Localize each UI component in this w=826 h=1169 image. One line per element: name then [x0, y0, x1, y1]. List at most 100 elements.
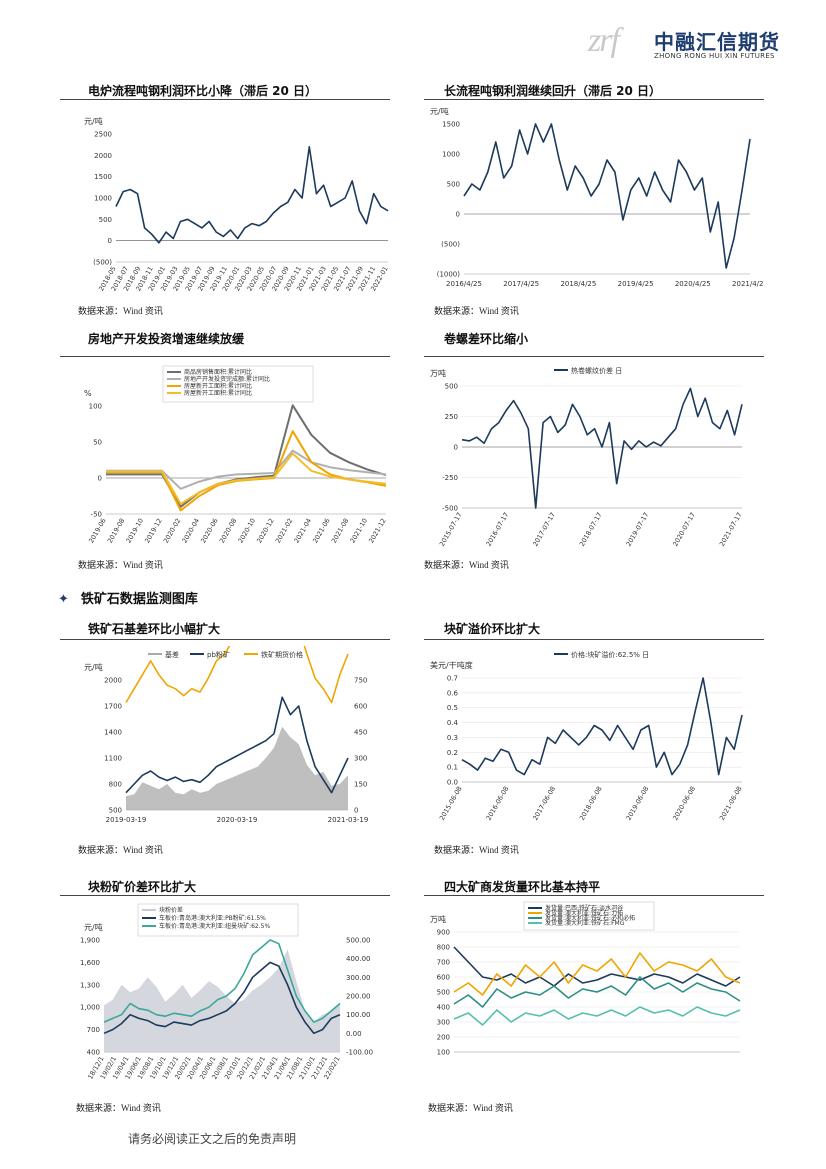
divider — [60, 356, 390, 357]
y-tick-label: 1000 — [94, 195, 112, 203]
y-right-tick-label: 300.00 — [346, 974, 371, 982]
x-tick-label: 2020-06 — [199, 517, 220, 545]
x-tick-label: 2017/4/25 — [503, 280, 539, 288]
y-tick-label: 1000 — [442, 151, 460, 159]
y-axis-unit: 美元/干吨度 — [430, 660, 473, 670]
x-tick-label: 2015-07-17 — [438, 511, 464, 548]
x-tick-label: 2021-08 — [330, 517, 351, 545]
x-tick-label: 2021-12 — [367, 517, 388, 545]
chart-miner-shipments: 万吨 900 800 700 600 500 400 300 200 100 发货量:巴西:铁矿石:… — [430, 901, 741, 1057]
chart-title-real-estate: 房地产开发投资增速继续放缓 — [88, 332, 245, 346]
y-tick-label: 0 — [454, 444, 458, 452]
y-axis-unit: 元/吨 — [84, 116, 103, 126]
y-tick-label: 500 — [445, 383, 458, 391]
y-tick-label: 0.1 — [447, 764, 458, 772]
x-tick-label: 2019-12 — [143, 517, 164, 545]
x-tick-label: 2020/4/25 — [675, 280, 711, 288]
x-tick-label: 2019-10 — [125, 517, 146, 545]
y-tick-label: 0 — [98, 475, 102, 483]
y-tick-label: 800 — [437, 944, 450, 952]
series-line — [453, 976, 741, 1008]
chart-title-iron-basis: 铁矿石基差环比小幅扩大 — [88, 622, 221, 636]
y-tick-label: 700 — [87, 1026, 100, 1034]
series-line — [463, 123, 751, 269]
y-tick-label: 1,900 — [80, 937, 100, 945]
y-axis-unit: 元/吨 — [84, 922, 103, 932]
y-tick-label: 500 — [437, 989, 450, 997]
y-tick-label: 700 — [437, 959, 450, 967]
y-tick-label: 300 — [437, 1019, 450, 1027]
series-line — [453, 946, 741, 987]
series-line — [125, 646, 349, 704]
y-tick-label: 1400 — [104, 729, 122, 737]
x-tick-label: 2019/4/25 — [618, 280, 654, 288]
y-tick-label: 0.3 — [447, 734, 458, 742]
x-tick-label: 2019-06-08 — [625, 785, 651, 822]
y-tick-label: 400 — [87, 1049, 100, 1057]
series-line — [103, 961, 341, 1035]
y-tick-label: 0.4 — [447, 719, 459, 727]
divider — [424, 356, 764, 357]
x-tick-label: 2016-06-08 — [485, 785, 511, 822]
y-axis-unit: 元/吨 — [84, 662, 103, 672]
legend-label: 商品房销售面积:累计同比 — [184, 368, 252, 376]
chart-title-eaf-profit: 电炉流程吨钢利润环比小降（滞后 20 日） — [88, 84, 318, 98]
x-tick-label: 2019-07-17 — [625, 511, 651, 548]
series-line — [106, 452, 387, 505]
divider — [60, 99, 390, 100]
y-axis-unit: 元/吨 — [430, 108, 449, 116]
series-line — [106, 404, 387, 508]
legend-label: 房屋新开工面积:累计同比 — [184, 389, 252, 397]
company-logo: zrf 中融汇信期货 ZHONG RONG HUI XIN FUTURES — [588, 22, 788, 64]
y-tick-label: 1,300 — [80, 981, 100, 989]
y-tick-label: 100 — [437, 1049, 450, 1057]
chart-source: 数据来源：Wind 资讯 — [78, 306, 163, 316]
series-line — [453, 952, 741, 996]
y-tick-label: 2000 — [104, 677, 122, 685]
divider — [424, 895, 764, 896]
y-tick-label: 0 — [108, 237, 112, 245]
y-axis-unit: 万吨 — [430, 914, 446, 924]
series-line — [115, 146, 389, 244]
footer-disclaimer: 请务必阅读正文之后的免责声明 — [128, 1132, 297, 1146]
series-line — [103, 939, 341, 1023]
x-tick-label: 2021-07-17 — [718, 511, 744, 548]
y-tick-label: 0.6 — [447, 689, 459, 697]
y-tick-label: 1500 — [94, 173, 112, 181]
x-tick-label: 2016/4/25 — [446, 280, 482, 288]
divider — [60, 895, 390, 896]
legend-label: 发货量:巴西:铁矿石:淡水河谷 — [545, 904, 623, 912]
y-tick-label: 0.5 — [447, 704, 458, 712]
legend-box — [162, 365, 314, 403]
y-tick-label: 400 — [437, 1004, 450, 1012]
y-axis-unit: % — [84, 389, 92, 398]
y-right-tick-label: 300 — [354, 755, 367, 763]
y-tick-label: 1,600 — [80, 959, 100, 967]
y-right-tick-label: 200.00 — [346, 993, 371, 1001]
chart-title-lump-premium: 块矿溢价环比扩大 — [444, 622, 541, 636]
legend-label: 发货量:澳大利亚:铁矿石:必和必拓 — [545, 914, 635, 922]
x-tick-label: 2020-06-08 — [671, 785, 697, 822]
chart-source: 数据来源：Wind 资讯 — [434, 306, 519, 316]
legend-label: 房地产开发投资完成额:累计同比 — [184, 375, 270, 383]
chart-source: 数据来源：Wind 资讯 — [424, 560, 509, 570]
series-line — [461, 677, 743, 776]
chart-title-lump-fines-spread: 块粉矿价差环比扩大 — [88, 880, 197, 894]
y-tick-label: (1000) — [437, 271, 461, 279]
section-heading: ✦ 铁矿石数据监测图库 — [58, 588, 198, 607]
y-tick-label: (500) — [441, 241, 460, 249]
y-tick-label: 500 — [447, 181, 460, 189]
legend-label: 发货量:澳大利亚:铁矿石:力拓 — [545, 909, 623, 917]
divider — [424, 99, 764, 100]
x-tick-label: 2020-10 — [237, 517, 258, 545]
x-tick-label: 2019-06 — [87, 517, 108, 545]
x-tick-label: 2020-04 — [181, 517, 202, 545]
y-tick-label: (500) — [93, 259, 112, 267]
y-tick-label: 250 — [445, 413, 458, 421]
x-tick-label: 2018-07-17 — [578, 511, 604, 548]
chart-title-miner-shipments: 四大矿商发货量环比基本持平 — [444, 880, 601, 894]
y-tick-label: 1,000 — [80, 1004, 100, 1012]
series-area — [104, 949, 340, 1052]
x-tick-label: 2021-06-08 — [718, 785, 744, 822]
